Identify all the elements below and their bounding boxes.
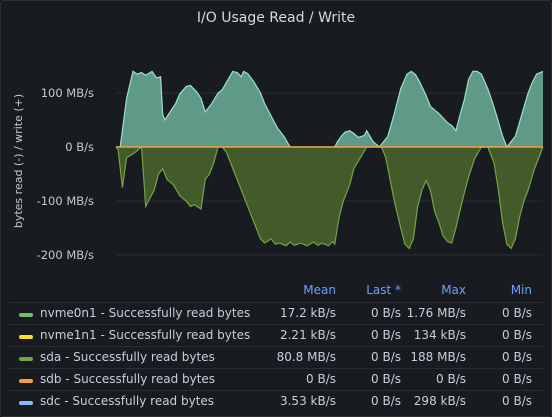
series-color-swatch [19,379,33,383]
legend-last: 0 B/s [371,328,401,342]
legend-last: 0 B/s [371,372,401,386]
y-tick-label: 0 B/s [65,140,94,154]
read-line [115,145,544,250]
read-area [116,147,543,249]
series-color-swatch [19,335,33,339]
legend-max: 188 MB/s [410,350,466,364]
legend-row[interactable]: nvme1n1 - Successfully read bytes 2.21 k… [9,324,543,346]
series-color-swatch [19,357,33,361]
legend-last: 0 B/s [371,350,401,364]
legend-header-max[interactable]: Max [441,283,466,297]
legend-min: 0 B/s [502,306,532,320]
legend-header-mean[interactable]: Mean [303,283,336,297]
series-areas [115,70,544,250]
legend-min: 0 B/s [502,328,532,342]
write-area [116,71,543,147]
y-axis-ticks: 100 MB/s 0 B/s -100 MB/s -200 MB/s [37,86,94,262]
write-line [116,70,544,149]
series-color-swatch [19,313,33,317]
legend-min: 0 B/s [502,350,532,364]
legend-min: 0 B/s [502,372,532,386]
y-tick-label: -200 MB/s [37,248,94,262]
legend-series-name: sdb - Successfully read bytes [40,372,216,386]
legend-header-last[interactable]: Last * [366,283,401,297]
legend-row[interactable]: sdc - Successfully read bytes 3.53 kB/s … [9,390,543,412]
legend-mean: 2.21 kB/s [279,328,336,342]
legend-mean: 17.2 kB/s [279,306,336,320]
y-tick-label: 100 MB/s [41,86,94,100]
legend-mean: 0 B/s [306,372,336,386]
legend-mean: 3.53 kB/s [279,394,336,408]
legend-max: 0 B/s [436,372,466,386]
legend-min: 0 B/s [502,394,532,408]
legend-last: 0 B/s [371,306,401,320]
legend-series-name: nvme1n1 - Successfully read bytes [40,328,251,342]
legend-mean: 80.8 MB/s [276,350,336,364]
legend-max: 134 kB/s [413,328,466,342]
series-color-swatch [19,401,33,405]
legend-row[interactable]: sdb - Successfully read bytes 0 B/s 0 B/… [9,368,543,390]
y-axis-label: bytes read (-) / write (+) [12,94,25,228]
legend-series-name: nvme0n1 - Successfully read bytes [40,306,251,320]
legend-header-min[interactable]: Min [510,283,532,297]
legend-row[interactable]: nvme0n1 - Successfully read bytes 17.2 k… [9,302,543,324]
io-chart: 100 MB/s 0 B/s -100 MB/s -200 MB/s bytes re… [12,70,544,262]
legend-max: 1.76 MB/s [406,306,466,320]
panel-title[interactable]: I/O Usage Read / Write [196,10,356,26]
legend-last: 0 B/s [371,394,401,408]
y-tick-label: -100 MB/s [37,194,94,208]
legend-series-name: sdc - Successfully read bytes [40,394,215,408]
legend-row[interactable]: sda - Successfully read bytes 80.8 MB/s … [9,346,543,368]
legend-series-name: sda - Successfully read bytes [40,350,215,364]
legend-max: 298 kB/s [413,394,466,408]
